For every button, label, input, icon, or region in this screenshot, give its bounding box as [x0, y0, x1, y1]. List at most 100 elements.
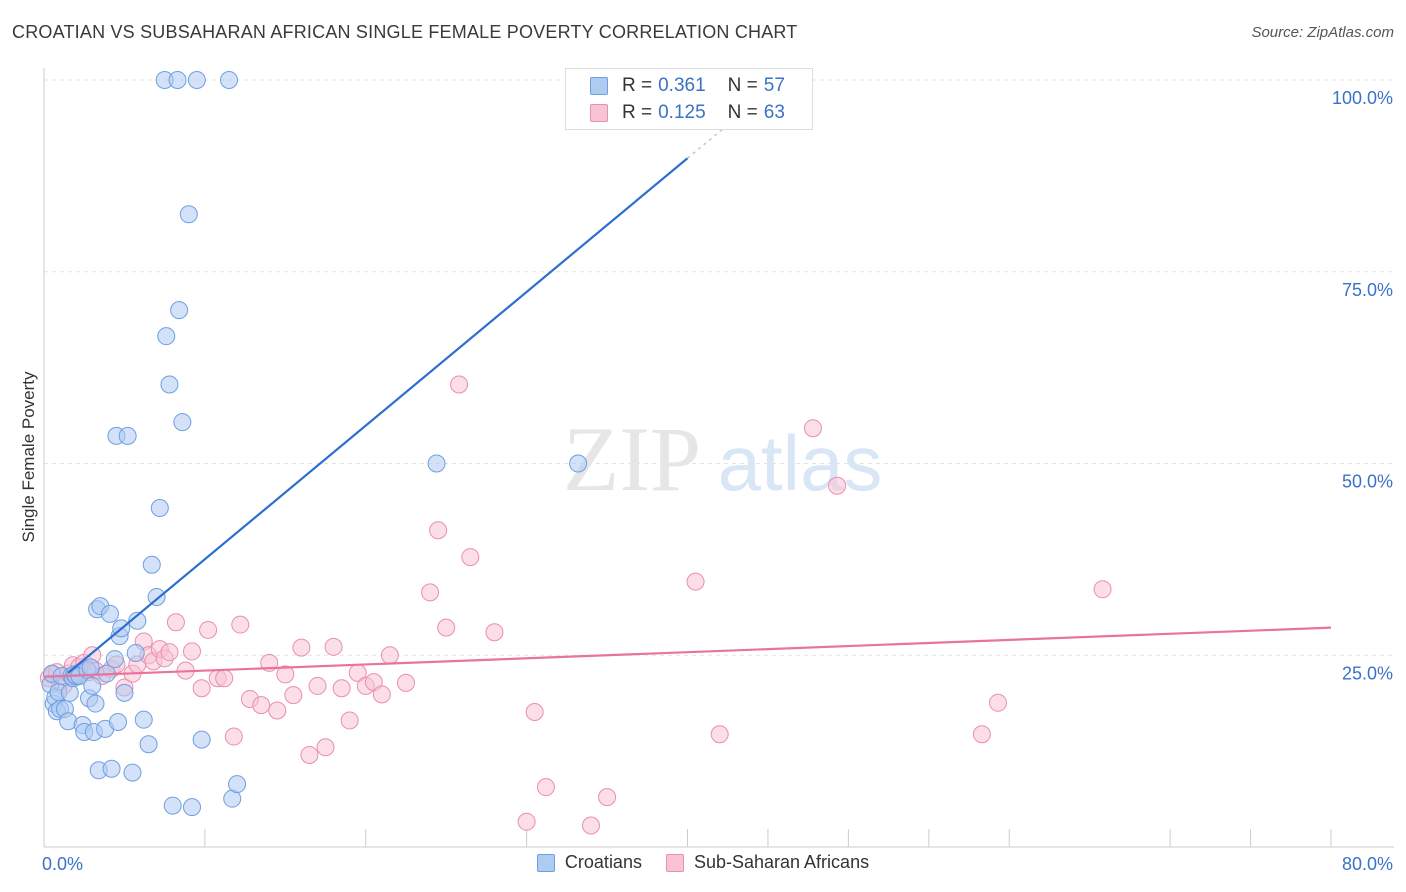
series-legend-africans[interactable]: Sub-Saharan Africans: [665, 852, 869, 873]
point-africans[interactable]: [252, 696, 271, 715]
point-africans[interactable]: [192, 679, 211, 698]
series-label-croatians: Croatians: [564, 852, 642, 872]
point-africans[interactable]: [380, 646, 399, 665]
legend-n-value-africans: 63: [763, 102, 785, 123]
point-croatians[interactable]: [157, 327, 176, 346]
correlation-legend: R = 0.361 N = 57 R = 0.125 N = 63: [565, 68, 813, 130]
trend-line-croatians: [67, 157, 689, 674]
point-croatians[interactable]: [60, 683, 79, 702]
point-africans[interactable]: [308, 676, 327, 695]
point-croatians[interactable]: [81, 658, 100, 677]
point-africans[interactable]: [372, 685, 391, 704]
point-croatians[interactable]: [126, 643, 145, 662]
legend-swatch-africans: [590, 104, 608, 122]
watermark-zip: ZIP: [563, 408, 701, 510]
point-africans[interactable]: [1093, 580, 1112, 599]
point-croatians[interactable]: [142, 555, 161, 574]
point-africans[interactable]: [292, 638, 311, 657]
point-africans[interactable]: [686, 572, 705, 591]
point-africans[interactable]: [437, 618, 456, 637]
point-africans[interactable]: [324, 637, 343, 656]
point-croatians[interactable]: [147, 587, 166, 606]
point-croatians[interactable]: [134, 710, 153, 729]
point-africans[interactable]: [988, 693, 1007, 712]
point-africans[interactable]: [300, 745, 319, 764]
x-tick-label-max: 80.0%: [1342, 854, 1393, 874]
point-croatians[interactable]: [187, 71, 206, 89]
point-africans[interactable]: [803, 419, 822, 438]
point-africans[interactable]: [581, 816, 600, 835]
point-africans[interactable]: [340, 711, 359, 730]
source-label: Source: ZipAtlas.com: [1251, 24, 1394, 41]
point-croatians[interactable]: [168, 71, 187, 89]
point-croatians[interactable]: [123, 763, 142, 782]
point-africans[interactable]: [536, 778, 555, 797]
point-croatians[interactable]: [163, 796, 182, 815]
point-croatians[interactable]: [173, 413, 192, 432]
point-croatians[interactable]: [160, 375, 179, 394]
axis-layer: [43, 68, 1394, 848]
legend-n-label: N =: [727, 75, 758, 96]
point-africans[interactable]: [421, 583, 440, 602]
point-africans[interactable]: [450, 375, 469, 394]
point-africans[interactable]: [276, 665, 295, 684]
point-africans[interactable]: [268, 701, 287, 720]
chart-title: CROATIAN VS SUBSAHARAN AFRICAN SINGLE FE…: [12, 22, 798, 42]
x-tick-label-min: 0.0%: [42, 854, 83, 874]
points-layer: [39, 71, 1112, 835]
point-africans[interactable]: [231, 615, 250, 634]
y-tick-label: 75.0%: [1342, 280, 1393, 300]
legend-n-label: N =: [727, 102, 758, 123]
point-croatians[interactable]: [83, 676, 102, 695]
y-tick-label: 25.0%: [1342, 663, 1393, 683]
point-africans[interactable]: [316, 738, 335, 757]
point-africans[interactable]: [224, 727, 243, 746]
point-africans[interactable]: [183, 642, 202, 661]
point-croatians[interactable]: [170, 301, 189, 320]
point-croatians[interactable]: [128, 611, 147, 630]
series-legend-croatians[interactable]: Croatians: [536, 852, 642, 873]
y-tick-label: 50.0%: [1342, 472, 1393, 492]
tick-label-layer: 25.0% 50.0% 75.0% 100.0% 0.0% 80.0%: [42, 88, 1393, 874]
point-africans[interactable]: [429, 521, 448, 540]
point-africans[interactable]: [710, 725, 729, 744]
point-africans[interactable]: [199, 620, 218, 639]
point-africans[interactable]: [517, 812, 536, 831]
point-africans[interactable]: [332, 679, 351, 698]
point-africans[interactable]: [525, 703, 544, 722]
point-croatians[interactable]: [109, 712, 128, 731]
point-africans[interactable]: [598, 788, 617, 807]
trend-line-africans: [43, 626, 1332, 678]
point-africans[interactable]: [396, 673, 415, 692]
point-croatians[interactable]: [102, 759, 121, 778]
point-africans[interactable]: [828, 476, 847, 495]
series-swatch-croatians: [536, 853, 555, 872]
point-croatians[interactable]: [150, 498, 169, 517]
point-africans[interactable]: [166, 613, 185, 632]
point-croatians[interactable]: [86, 694, 105, 713]
legend-r-label: R =: [622, 102, 653, 123]
watermark: ZIP atlas: [563, 408, 882, 510]
grid-layer: [44, 79, 1394, 656]
point-africans[interactable]: [284, 686, 303, 705]
point-croatians[interactable]: [118, 426, 137, 445]
series-legend: Croatians Sub-Saharan Africans: [0, 852, 1406, 873]
point-croatians[interactable]: [105, 650, 124, 669]
point-africans[interactable]: [160, 643, 179, 662]
point-croatians[interactable]: [179, 205, 198, 224]
point-croatians[interactable]: [569, 454, 588, 473]
point-croatians[interactable]: [220, 71, 239, 89]
point-africans[interactable]: [485, 623, 504, 642]
point-croatians[interactable]: [115, 683, 134, 702]
point-africans[interactable]: [461, 548, 480, 567]
point-africans[interactable]: [215, 669, 234, 688]
point-africans[interactable]: [972, 725, 991, 744]
point-croatians[interactable]: [228, 775, 247, 794]
point-croatians[interactable]: [192, 730, 211, 749]
point-croatians[interactable]: [183, 798, 202, 817]
point-croatians[interactable]: [139, 735, 158, 754]
point-croatians[interactable]: [427, 454, 446, 473]
point-croatians[interactable]: [100, 604, 119, 623]
legend-n-value-croatians: 57: [763, 75, 785, 96]
